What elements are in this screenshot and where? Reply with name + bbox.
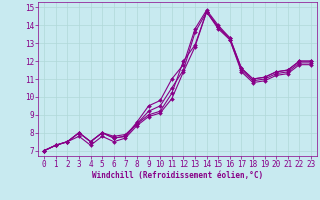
X-axis label: Windchill (Refroidissement éolien,°C): Windchill (Refroidissement éolien,°C)	[92, 171, 263, 180]
